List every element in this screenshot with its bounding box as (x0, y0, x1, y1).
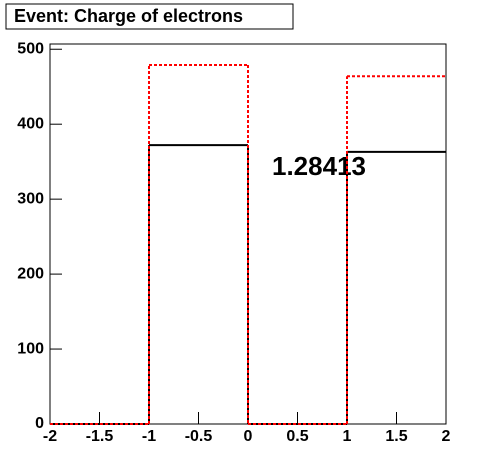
x-tick-label: 1 (343, 428, 352, 445)
chart-title: Event: Charge of electrons (14, 6, 243, 26)
x-tick-label: 1.5 (385, 428, 407, 445)
y-tick-label: 500 (17, 40, 44, 57)
y-tick-label: 200 (17, 265, 44, 282)
x-tick-label: -1 (142, 428, 156, 445)
y-tick-label: 0 (35, 415, 44, 432)
x-tick-label: -0.5 (185, 428, 213, 445)
x-tick-label: 2 (442, 428, 451, 445)
x-tick-label: -1.5 (86, 428, 114, 445)
x-tick-label: 0 (244, 428, 253, 445)
annotation: 1.28413 (272, 151, 366, 181)
y-tick-label: 400 (17, 115, 44, 132)
y-tick-label: 100 (17, 340, 44, 357)
x-tick-label: 0.5 (286, 428, 308, 445)
y-tick-label: 300 (17, 190, 44, 207)
title-box (5, 3, 294, 30)
x-tick-label: -2 (43, 428, 57, 445)
